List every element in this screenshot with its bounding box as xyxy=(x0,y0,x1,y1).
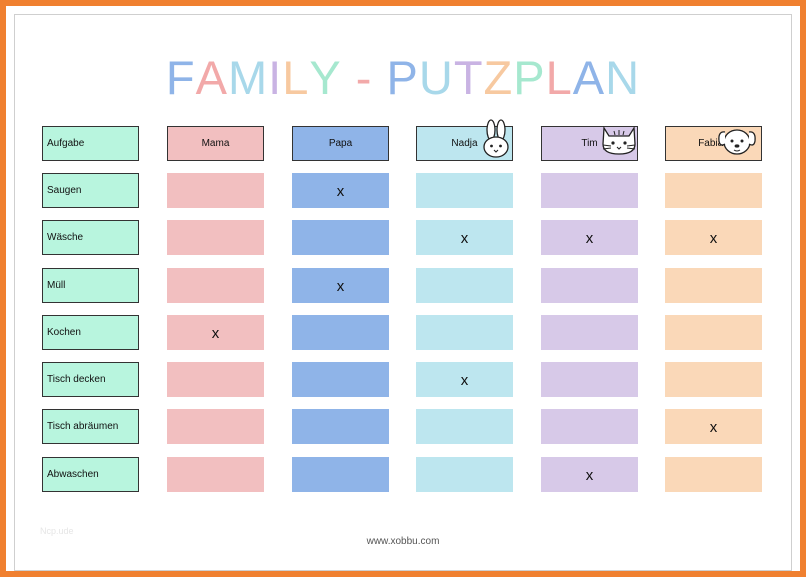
task-label: Müll xyxy=(42,268,139,303)
title-letter: Y xyxy=(309,51,342,104)
title-letter: A xyxy=(195,51,228,104)
watermark-text: Ncp.ude xyxy=(40,526,74,536)
assignment-cell xyxy=(167,362,264,397)
assignment-cell xyxy=(167,220,264,255)
bunny-icon xyxy=(481,119,511,164)
assignment-cell xyxy=(541,268,638,303)
header-person-mama: Mama xyxy=(167,126,264,161)
task-label: Kochen xyxy=(42,315,139,350)
title-letter: F xyxy=(165,51,196,104)
assignment-cell: x xyxy=(416,220,513,255)
title-letter xyxy=(342,52,356,104)
title-letter xyxy=(372,52,386,104)
page-inner-border xyxy=(14,14,792,571)
assignment-cell: x xyxy=(665,220,762,255)
title-letter: P xyxy=(386,51,419,104)
assignment-cell xyxy=(167,173,264,208)
assignment-cell xyxy=(416,409,513,444)
assignment-cell: x xyxy=(292,173,389,208)
dog-icon xyxy=(716,125,758,162)
assignment-cell xyxy=(541,409,638,444)
assignment-cell xyxy=(665,315,762,350)
title-letter: M xyxy=(228,51,269,104)
task-label: Abwaschen xyxy=(42,457,139,492)
title-letter: Z xyxy=(483,51,514,104)
title-letter: L xyxy=(545,51,573,104)
title-letter: A xyxy=(572,51,606,104)
title-letter: N xyxy=(605,51,641,104)
assignment-cell xyxy=(416,173,513,208)
assignment-cell xyxy=(292,457,389,492)
task-label: Saugen xyxy=(42,173,139,208)
cat-icon xyxy=(600,122,638,161)
assignment-cell xyxy=(416,315,513,350)
title-letter: U xyxy=(418,51,454,104)
task-label: Wäsche xyxy=(42,220,139,255)
assignment-cell xyxy=(167,457,264,492)
title-letter: I xyxy=(268,51,283,104)
assignment-cell xyxy=(292,315,389,350)
assignment-cell xyxy=(167,268,264,303)
title-letter: T xyxy=(453,51,484,104)
assignment-cell: x xyxy=(292,268,389,303)
assignment-cell: x xyxy=(665,409,762,444)
assignment-cell xyxy=(416,268,513,303)
assignment-cell xyxy=(541,315,638,350)
assignment-cell: x xyxy=(416,362,513,397)
title-letter: P xyxy=(513,51,546,104)
assignment-cell xyxy=(292,362,389,397)
assignment-cell xyxy=(665,457,762,492)
assignment-cell xyxy=(665,362,762,397)
task-label: Tisch decken xyxy=(42,362,139,397)
assignment-cell xyxy=(292,409,389,444)
title-letter: L xyxy=(282,51,310,104)
assignment-cell xyxy=(665,173,762,208)
header-task: Aufgabe xyxy=(42,126,139,161)
assignment-cell xyxy=(416,457,513,492)
task-label: Tisch abräumen xyxy=(42,409,139,444)
assignment-cell: x xyxy=(167,315,264,350)
page-title: FAMILY - PUTZPLAN xyxy=(0,52,806,104)
title-letter: - xyxy=(355,51,373,104)
footer-url: www.xobbu.com xyxy=(366,536,440,547)
assignment-cell xyxy=(665,268,762,303)
assignment-cell xyxy=(541,173,638,208)
assignment-cell: x xyxy=(541,457,638,492)
assignment-cell xyxy=(541,362,638,397)
assignment-cell: x xyxy=(541,220,638,255)
assignment-cell xyxy=(167,409,264,444)
header-person-papa: Papa xyxy=(292,126,389,161)
assignment-cell xyxy=(292,220,389,255)
